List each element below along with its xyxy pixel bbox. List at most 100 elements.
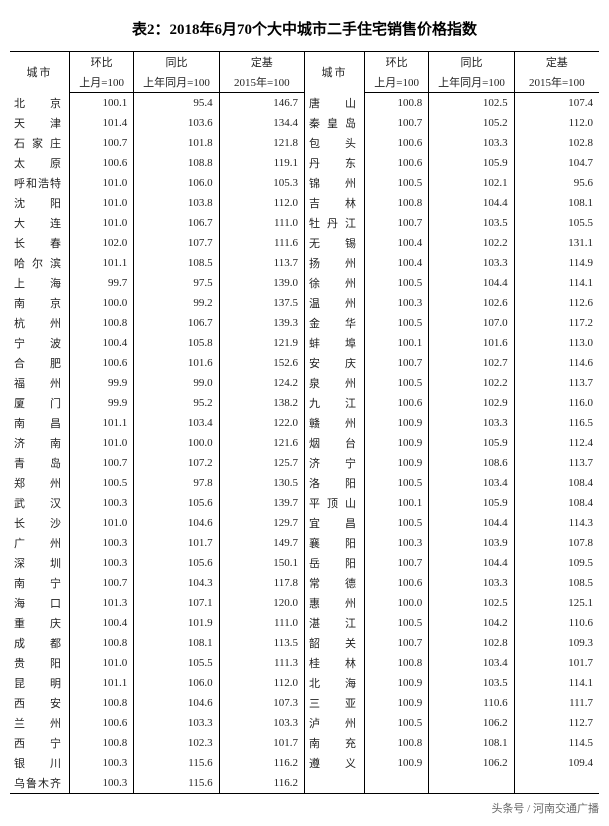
value-cell: 108.4 <box>514 473 599 493</box>
table-row: 长 沙101.0104.6129.7宜 昌100.5104.4114.3 <box>10 513 599 533</box>
value-cell: 101.4 <box>70 113 134 133</box>
value-cell: 138.2 <box>219 393 304 413</box>
value-cell: 101.7 <box>219 733 304 753</box>
value-cell: 124.2 <box>219 373 304 393</box>
value-cell: 100.8 <box>70 633 134 653</box>
value-cell: 102.0 <box>70 233 134 253</box>
table-row: 西 宁100.8102.3101.7南 充100.8108.1114.5 <box>10 733 599 753</box>
value-cell: 100.4 <box>365 253 429 273</box>
city-cell: 唐 山 <box>304 93 364 113</box>
city-cell: 南 昌 <box>10 413 70 433</box>
table-row: 杭 州100.8106.7139.3金 华100.5107.0117.2 <box>10 313 599 333</box>
city-cell: 平 顶 山 <box>304 493 364 513</box>
value-cell: 112.0 <box>219 193 304 213</box>
value-cell: 104.4 <box>429 553 514 573</box>
table-row: 深 圳100.3105.6150.1岳 阳100.7104.4109.5 <box>10 553 599 573</box>
city-cell: 福 州 <box>10 373 70 393</box>
header-tb-sub-left: 上年同月=100 <box>134 72 219 93</box>
value-cell: 101.0 <box>70 513 134 533</box>
value-cell: 109.5 <box>514 553 599 573</box>
value-cell: 146.7 <box>219 93 304 113</box>
value-cell: 104.3 <box>134 573 219 593</box>
value-cell: 101.1 <box>70 673 134 693</box>
value-cell: 100.6 <box>365 573 429 593</box>
value-cell: 100.6 <box>365 153 429 173</box>
value-cell: 95.2 <box>134 393 219 413</box>
header-db-right: 定基 <box>514 52 599 73</box>
city-cell: 惠 州 <box>304 593 364 613</box>
value-cell: 106.7 <box>134 313 219 333</box>
header-hb-sub-right: 上月=100 <box>365 72 429 93</box>
value-cell: 108.6 <box>429 453 514 473</box>
value-cell: 103.5 <box>429 213 514 233</box>
value-cell: 102.7 <box>429 353 514 373</box>
value-cell: 110.6 <box>429 693 514 713</box>
value-cell: 101.0 <box>70 193 134 213</box>
value-cell: 139.3 <box>219 313 304 333</box>
value-cell: 107.0 <box>429 313 514 333</box>
value-cell: 104.7 <box>514 153 599 173</box>
city-cell: 丹 东 <box>304 153 364 173</box>
city-cell: 成 都 <box>10 633 70 653</box>
value-cell: 113.7 <box>514 453 599 473</box>
value-cell: 108.1 <box>514 193 599 213</box>
value-cell: 115.6 <box>134 773 219 794</box>
value-cell: 100.0 <box>70 293 134 313</box>
city-cell: 襄 阳 <box>304 533 364 553</box>
city-cell: 武 汉 <box>10 493 70 513</box>
header-db-left: 定基 <box>219 52 304 73</box>
city-cell: 宁 波 <box>10 333 70 353</box>
value-cell: 101.0 <box>70 433 134 453</box>
value-cell: 104.2 <box>429 613 514 633</box>
value-cell: 114.5 <box>514 733 599 753</box>
value-cell: 121.9 <box>219 333 304 353</box>
value-cell: 101.8 <box>134 133 219 153</box>
value-cell: 106.2 <box>429 713 514 733</box>
value-cell: 97.5 <box>134 273 219 293</box>
table-row: 太 原100.6108.8119.1丹 东100.6105.9104.7 <box>10 153 599 173</box>
value-cell: 105.8 <box>134 333 219 353</box>
value-cell: 100.7 <box>365 213 429 233</box>
table-row: 厦 门99.995.2138.2九 江100.6102.9116.0 <box>10 393 599 413</box>
city-cell: 深 圳 <box>10 553 70 573</box>
value-cell: 100.5 <box>365 513 429 533</box>
value-cell: 100.7 <box>365 353 429 373</box>
table-row: 沈 阳101.0103.8112.0吉 林100.8104.4108.1 <box>10 193 599 213</box>
value-cell: 111.6 <box>219 233 304 253</box>
header-hb-sub-left: 上月=100 <box>70 72 134 93</box>
value-cell: 100.7 <box>70 573 134 593</box>
value-cell: 103.4 <box>429 653 514 673</box>
value-cell <box>365 773 429 794</box>
table-row: 南 昌101.1103.4122.0赣 州100.9103.3116.5 <box>10 413 599 433</box>
city-cell: 长 春 <box>10 233 70 253</box>
value-cell: 130.5 <box>219 473 304 493</box>
value-cell: 108.8 <box>134 153 219 173</box>
city-cell: 贵 阳 <box>10 653 70 673</box>
value-cell <box>429 773 514 794</box>
value-cell: 120.0 <box>219 593 304 613</box>
value-cell: 110.6 <box>514 613 599 633</box>
value-cell: 101.1 <box>70 413 134 433</box>
header-city-right: 城市 <box>304 52 364 93</box>
value-cell: 131.1 <box>514 233 599 253</box>
value-cell: 100.7 <box>365 113 429 133</box>
value-cell: 100.7 <box>365 553 429 573</box>
header-db-sub-left: 2015年=100 <box>219 72 304 93</box>
table-row: 天 津101.4103.6134.4秦 皇 岛100.7105.2112.0 <box>10 113 599 133</box>
value-cell: 100.8 <box>70 693 134 713</box>
value-cell: 100.7 <box>365 633 429 653</box>
city-cell: 银 川 <box>10 753 70 773</box>
footer-source: 头条号 / 河南交通广播 <box>10 800 599 816</box>
table-row: 广 州100.3101.7149.7襄 阳100.3103.9107.8 <box>10 533 599 553</box>
value-cell: 100.5 <box>365 613 429 633</box>
value-cell: 112.4 <box>514 433 599 453</box>
city-cell: 太 原 <box>10 153 70 173</box>
table-row: 银 川100.3115.6116.2遵 义100.9106.2109.4 <box>10 753 599 773</box>
value-cell: 101.6 <box>429 333 514 353</box>
value-cell: 105.9 <box>429 153 514 173</box>
value-cell: 116.2 <box>219 753 304 773</box>
value-cell: 100.9 <box>365 753 429 773</box>
city-cell: 蚌 埠 <box>304 333 364 353</box>
table-row: 贵 阳101.0105.5111.3桂 林100.8103.4101.7 <box>10 653 599 673</box>
city-cell: 昆 明 <box>10 673 70 693</box>
